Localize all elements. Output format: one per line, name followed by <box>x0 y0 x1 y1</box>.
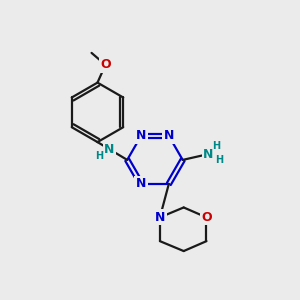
Text: O: O <box>100 58 111 71</box>
Text: N: N <box>164 129 174 142</box>
Text: H: H <box>212 141 220 151</box>
Text: N: N <box>203 148 214 161</box>
Text: N: N <box>104 142 115 155</box>
Text: O: O <box>201 211 212 224</box>
Text: N: N <box>136 177 146 190</box>
Text: H: H <box>95 151 104 161</box>
Text: N: N <box>136 129 146 142</box>
Text: N: N <box>155 211 165 224</box>
Text: H: H <box>215 155 223 165</box>
